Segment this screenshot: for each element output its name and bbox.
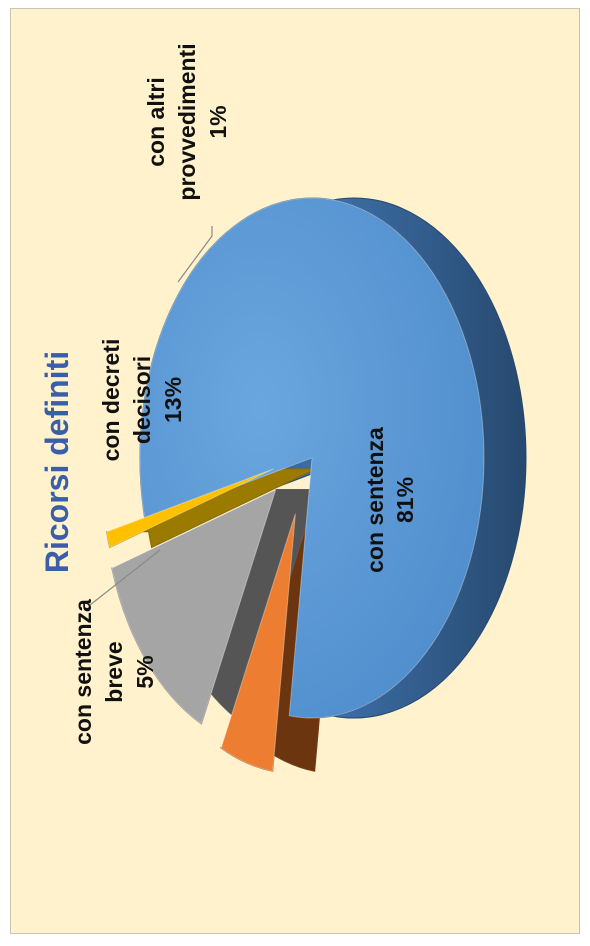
data-label-line: con sentenza (362, 427, 388, 573)
label-con-altri-provvedimenti: con altri provvedimenti 1% (143, 43, 231, 200)
data-label-line: decisori (129, 356, 155, 444)
chart-title: Ricorsi definiti (39, 351, 75, 573)
label-con-decreti-decisori: con decreti decisori 13% (98, 339, 186, 462)
data-label-line: con decreti (98, 339, 124, 462)
data-label-value: 5% (132, 655, 158, 688)
label-con-sentenza-breve: con sentenza breve 5% (70, 599, 158, 745)
slice-con-altri-provvedimenti (106, 468, 274, 549)
slice-con-sentenza (139, 197, 485, 719)
data-label-value: 13% (160, 377, 186, 423)
data-label-value: 81% (392, 477, 418, 523)
data-label-line: provvedimenti (174, 43, 200, 200)
slice-con-sentenza-breve (220, 513, 296, 772)
data-label-value: 1% (205, 105, 231, 138)
leader-line-con-sentenza-breve (89, 549, 161, 606)
data-label-line: breve (101, 641, 127, 702)
label-con-sentenza: con sentenza 81% (362, 427, 418, 573)
data-label-line: con sentenza (70, 599, 96, 745)
leader-line-con-altri-provvedimenti (177, 226, 213, 283)
data-label-line: con altri (143, 77, 169, 166)
